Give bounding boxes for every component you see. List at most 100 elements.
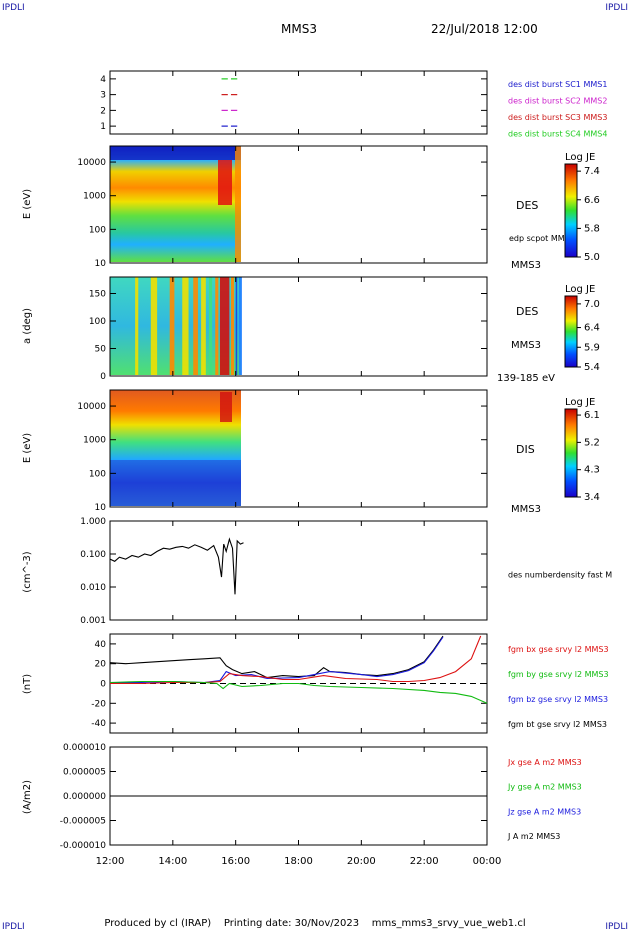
panel-density: 0.001 0.010 0.100 1.000 (cm^-3) des numberd… (22, 517, 612, 626)
y-tick-label: 0.000005 (63, 768, 106, 778)
availability-marks (221, 78, 238, 127)
legend: fgm bx gse srvy l2 MMS3 fgm by gse srvy l… (508, 645, 609, 729)
pitch-band (235, 277, 238, 375)
series-line (110, 636, 444, 684)
series-line (109, 635, 444, 679)
corner-label-top-left: IPDLI (2, 3, 25, 13)
legend-entry: des numberdensity fast M (508, 570, 612, 579)
y-axis-label: a (deg) (22, 308, 33, 344)
colorbar-tick-label: 5.4 (584, 362, 600, 373)
legend-entry: J A m2 MMS3 (507, 832, 560, 841)
spectrogram-burst-patch (220, 392, 232, 422)
panel-des-energy: 10 100 1000 10000 E (eV) DES edp scpot MMS3… (22, 145, 600, 271)
pitch-band (169, 277, 175, 375)
y-axis-label: (nT) (22, 674, 33, 694)
y-axis-label: E (eV) (22, 433, 33, 463)
y-tick-label: -0.000005 (60, 817, 106, 827)
colorbar-tick-label: 7.0 (584, 299, 600, 310)
y-tick-label: 1000 (83, 192, 106, 202)
pitch-band (150, 277, 158, 375)
legend-entry: Jx gse A m2 MMS3 (507, 758, 582, 767)
colorbar (564, 408, 578, 498)
spacecraft-label: MMS3 (511, 504, 541, 515)
y-tick-label: 2 (100, 106, 106, 116)
pitch-bands (135, 277, 242, 375)
y-tick-label: 100 (89, 225, 106, 235)
y-axis-ticks: 10 100 1000 10000 (77, 402, 487, 513)
colorbar-tick-label: 6.4 (584, 323, 600, 334)
instrument-label: DES (516, 199, 538, 212)
x-tick-label: 22:00 (410, 856, 439, 867)
colorbar-ticks: 5.4 5.9 6.4 7.0 (577, 299, 600, 373)
spectrogram-low-energy-band (110, 460, 241, 506)
y-tick-label: 0.010 (80, 583, 106, 593)
x-tick-label: 18:00 (284, 856, 313, 867)
instrument-label: DES (516, 305, 538, 318)
y-tick-label: 150 (89, 290, 106, 300)
panel-magnetic-field: -40 -20 0 20 40 (nT) fgm bx gse srvy l2 MMS3… (22, 633, 609, 734)
panel-des-pitch: 0 50 100 150 a (deg) DES MMS3 139-185 eV Lo… (22, 276, 600, 384)
series-line (109, 537, 244, 595)
y-tick-label: 100 (89, 317, 106, 327)
footer-file: mms_mms3_srvy_vue_web1.cl (371, 918, 526, 929)
legend-entry: des dist burst SC3 MMS3 (508, 113, 607, 122)
y-tick-label: -40 (91, 719, 106, 729)
colorbar-tick-label: 5.9 (584, 342, 600, 353)
y-tick-label: 100 (89, 469, 106, 479)
y-tick-label: 50 (95, 345, 107, 355)
pitch-band (215, 277, 219, 375)
colorbar-tick-label: 6.1 (584, 410, 600, 421)
colorbar-des-pitch: Log JE 5.4 5.9 6.4 7.0 (564, 284, 600, 373)
colorbar-dis-energy: Log JE 3.4 4.3 5.2 6.1 (564, 397, 600, 503)
corner-label-bottom-left: IPDLI (2, 922, 25, 932)
legend-entry: des dist burst SC1 MMS1 (508, 80, 607, 89)
y-tick-label: 10000 (77, 402, 106, 412)
y-axis-ticks: -0.000010 -0.000005 0.000000 0.000005 0.0000… (60, 743, 487, 851)
pitch-band (208, 277, 213, 375)
y-tick-label: 4 (100, 75, 106, 85)
corner-label-bottom-right: IPDLI (605, 922, 628, 932)
y-axis-ticks: -40 -20 0 20 40 (91, 640, 487, 729)
colorbar-title: Log JE (565, 397, 595, 408)
y-tick-label: -20 (91, 699, 106, 709)
spacecraft-title: MMS3 (281, 22, 317, 36)
spectrogram-pitch (110, 277, 241, 375)
pitch-band (238, 277, 242, 375)
series-line (109, 680, 488, 704)
spectrogram-burst-patch (218, 160, 232, 205)
spectrogram-upper-band (110, 146, 241, 160)
colorbar (564, 295, 578, 368)
panel-dis-energy: 10 100 1000 10000 E (eV) DIS MMS3 Log JE 3.… (22, 389, 600, 515)
y-axis-label: (cm^-3) (22, 551, 33, 592)
pitch-band (201, 277, 206, 375)
y-tick-label: 0 (100, 372, 106, 382)
colorbar-title: Log JE (565, 284, 595, 295)
legend-entry: Jz gse A m2 MMS3 (507, 807, 581, 816)
colorbar-tick-label: 3.4 (584, 492, 600, 503)
x-tick-label: 16:00 (221, 856, 250, 867)
colorbar-tick-label: 5.0 (584, 252, 600, 263)
x-tick-label: 20:00 (347, 856, 376, 867)
x-axis-ticks: 12:00 14:00 16:00 18:00 20:00 22:00 00:00 (96, 71, 501, 867)
y-tick-label: 20 (95, 660, 107, 670)
energy-range-label: 139-185 eV (497, 373, 555, 384)
footer-produced: Produced by cl (IRAP) (104, 918, 212, 929)
x-tick-label: 12:00 (96, 856, 125, 867)
y-tick-label: 10 (95, 503, 107, 513)
y-tick-label: 3 (100, 91, 106, 101)
colorbar-ticks: 3.4 4.3 5.2 6.1 (577, 410, 600, 503)
instrument-label: DIS (516, 443, 535, 456)
spacecraft-label: MMS3 (511, 340, 541, 351)
x-tick-label: 14:00 (158, 856, 187, 867)
y-axis-ticks: 0 50 100 150 (89, 290, 487, 382)
y-tick-label: 1 (100, 122, 106, 132)
colorbar-tick-label: 5.2 (584, 437, 600, 448)
legend-entry: des dist burst SC4 MMS4 (508, 130, 607, 139)
legend: Jx gse A m2 MMS3 Jy gse A m2 MMS3 Jz gse A… (507, 758, 582, 841)
corner-label-top-right: IPDLI (605, 3, 628, 13)
pitch-band (193, 277, 198, 375)
legend-entry: Jy gse A m2 MMS3 (507, 783, 582, 792)
colorbar-tick-label: 5.8 (584, 223, 600, 234)
pitch-band (230, 277, 235, 375)
